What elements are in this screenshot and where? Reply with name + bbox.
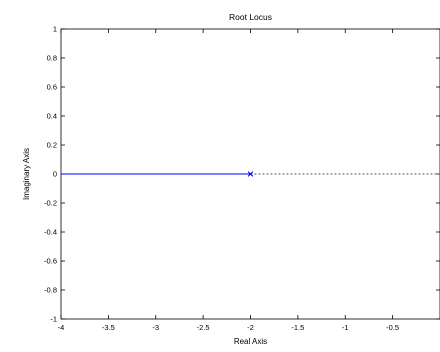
pole-marker-stroke [247,171,254,177]
pole-marker [247,171,254,177]
y-tick-label: -0.6 [44,257,57,266]
x-tick-label: -2.5 [197,323,210,332]
ticks-layer: -4 -3.5 -3 -2.5 -2 -1.5 -1 -0.5 1 0.8 0.6 0.4 0.2 0 -0… [44,25,440,332]
y-tick-label: -0.2 [44,199,57,208]
x-tick-label: -2 [247,323,254,332]
y-tick-label: 0 [53,170,57,179]
x-tick-label: -1 [342,323,349,332]
y-tick-label: -1 [50,315,57,324]
y-tick-label: -0.8 [44,286,57,295]
y-tick-label: 0.6 [47,83,57,92]
y-tick-label: 0.8 [47,54,57,63]
y-tick-label: 0.2 [47,141,57,150]
x-tick-label: -1.5 [291,323,304,332]
x-tick-label: -3.5 [102,323,115,332]
y-tick-label: 0.4 [47,112,57,121]
y-axis-label: Imaginary Axis [22,148,31,200]
y-tick-label: -0.4 [44,228,57,237]
x-axis-label: Real Axis [234,337,267,346]
y-tick-label: 1 [53,25,57,34]
x-tick-label: -4 [58,323,65,332]
series-layer [61,171,440,177]
chart-title: Root Locus [229,12,272,22]
x-tick-label: -3 [152,323,159,332]
x-tick-label: -0.5 [386,323,399,332]
